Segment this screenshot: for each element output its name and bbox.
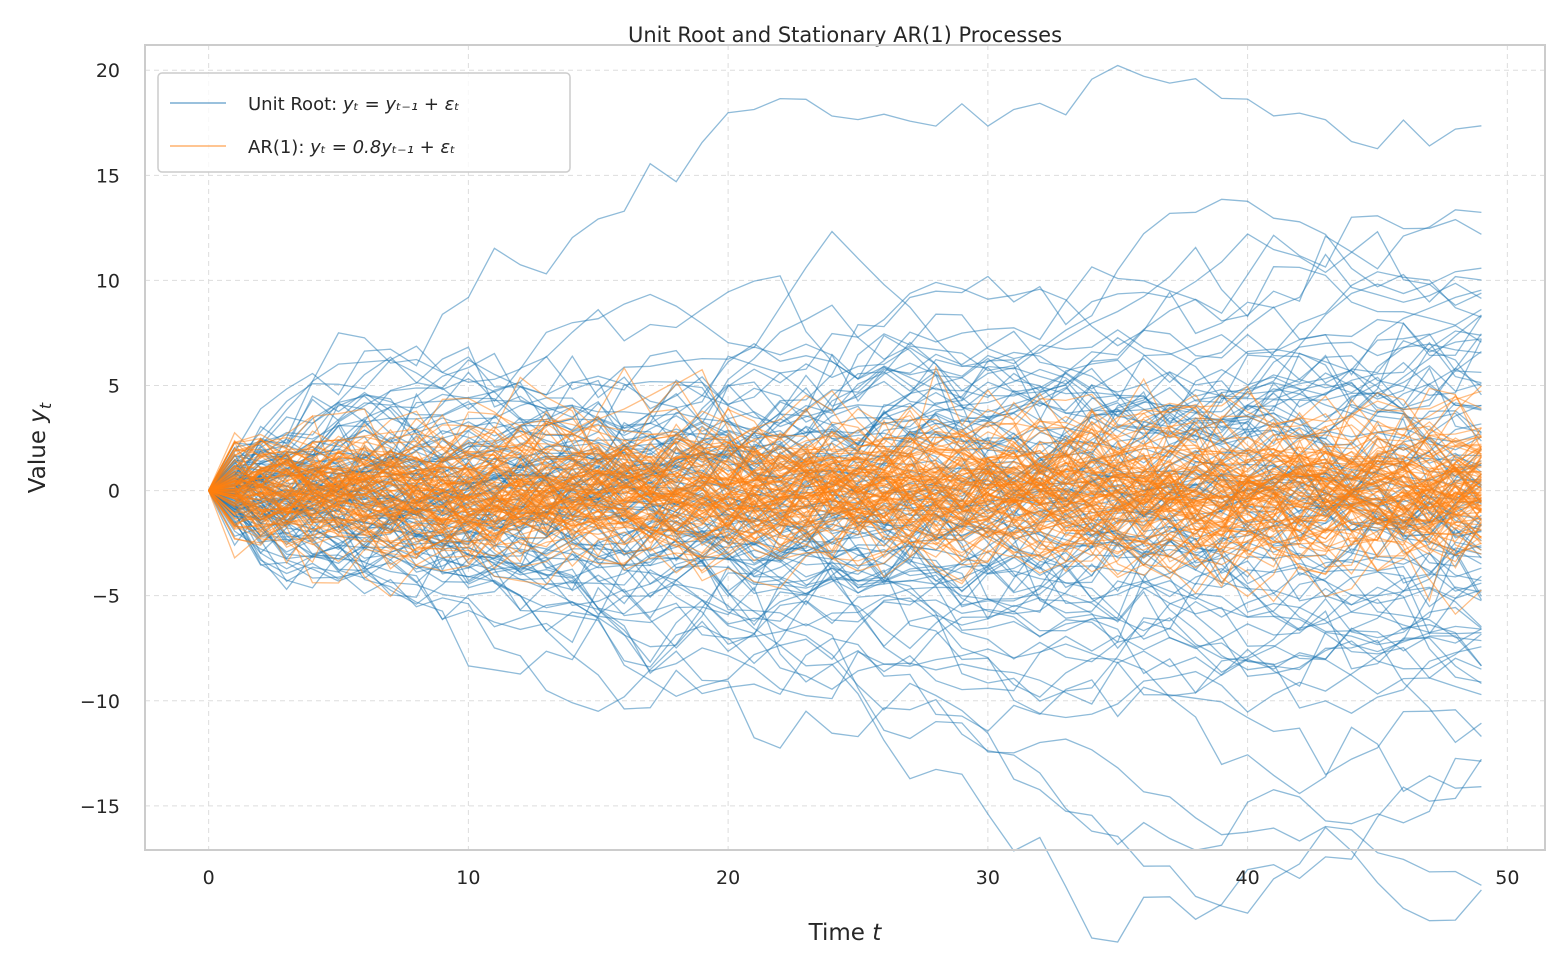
unit-root-path	[208, 246, 1482, 492]
ar1-path	[208, 444, 1482, 525]
unit-root-path	[208, 64, 1482, 491]
x-tick-label: 0	[203, 867, 215, 889]
y-tick-label: 5	[108, 375, 120, 397]
unit-root-path	[208, 484, 1482, 692]
x-tick-label: 10	[456, 867, 480, 889]
ar1-path	[208, 448, 1482, 539]
y-tick-label: 10	[96, 270, 120, 292]
unit-root-path	[208, 466, 1482, 663]
series-lines	[207, 64, 1482, 943]
ar1-path	[208, 377, 1482, 547]
unit-root-path	[208, 324, 1482, 511]
ar1-path	[208, 452, 1482, 574]
unit-root-path	[208, 271, 1482, 622]
legend-label-ar1: AR(1): yₜ = 0.8yₜ₋₁ + εₜ	[248, 137, 455, 158]
ar1-path	[208, 407, 1482, 557]
x-tick-label: 40	[1236, 867, 1260, 889]
ar1-path	[208, 419, 1482, 550]
y-tick-label: −10	[80, 691, 120, 713]
legend-label-unit-root: Unit Root: yₜ = yₜ₋₁ + εₜ	[248, 94, 460, 115]
unit-root-path	[208, 490, 1482, 886]
y-axis-label: Value yt	[25, 402, 55, 493]
ar1-path	[208, 430, 1482, 568]
unit-root-path	[208, 437, 1482, 616]
ticks: 0 10 20 30 40 50 −15 −10 −5 0 5 10 15 20	[80, 60, 1520, 889]
plot-frame	[144, 44, 1546, 851]
unit-root-path	[208, 471, 1482, 943]
grid	[145, 45, 1545, 850]
ar1-path	[208, 366, 1482, 517]
ar1-path	[208, 409, 1482, 546]
y-tick-label: 15	[96, 165, 120, 187]
ar1-path	[208, 421, 1482, 522]
ar1-path	[208, 443, 1482, 566]
ar1-path	[208, 424, 1482, 585]
ar1-path	[208, 452, 1482, 545]
ar1-path	[208, 428, 1482, 568]
unit-root-path	[208, 332, 1482, 492]
ar1-path	[208, 393, 1482, 532]
ar1-path	[208, 397, 1482, 572]
y-tick-label: 20	[96, 60, 120, 82]
y-tick-label: 0	[108, 481, 120, 503]
unit-root-path	[208, 275, 1482, 491]
unit-root-path	[208, 230, 1482, 492]
x-tick-label: 20	[716, 867, 740, 889]
unit-root-path	[208, 448, 1482, 694]
unit-root-path	[208, 490, 1482, 776]
x-axis-label: Time t	[808, 920, 883, 946]
unit-root-path	[208, 444, 1482, 922]
ar1-path	[208, 423, 1482, 562]
y-tick-label: −15	[80, 796, 120, 818]
ar1-path	[208, 446, 1482, 578]
x-tick-label: 50	[1495, 867, 1519, 889]
y-tick-label: −5	[92, 586, 120, 608]
ar1-path	[208, 448, 1482, 546]
ar1-path	[208, 421, 1482, 575]
legend: Unit Root: yₜ = yₜ₋₁ + εₜ AR(1): yₜ = 0.…	[157, 72, 571, 173]
ar1-path	[208, 390, 1482, 559]
chart-title: Unit Root and Stationary AR(1) Processes	[628, 23, 1062, 47]
unit-root-path	[208, 314, 1482, 508]
unit-root-path	[208, 215, 1482, 492]
unit-root-path	[208, 490, 1482, 732]
ar1-path	[208, 394, 1482, 559]
unit-root-path	[208, 489, 1482, 719]
x-tick-label: 30	[976, 867, 1000, 889]
